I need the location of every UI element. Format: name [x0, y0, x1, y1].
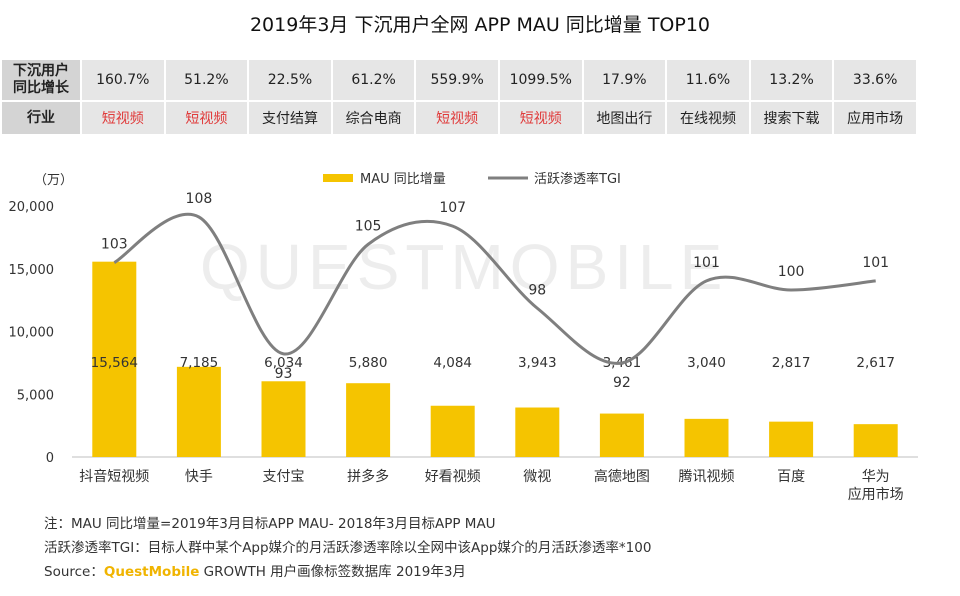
growth-row-header: 下沉用户 同比增长	[2, 60, 80, 100]
tgi-point-label: 105	[355, 218, 382, 234]
questmobile-watermark: QUESTMOBILE	[200, 231, 729, 303]
tgi-point-label: 108	[186, 191, 213, 207]
growth-cell: 160.7%	[82, 60, 164, 100]
industry-cell: 地图出行	[583, 102, 666, 134]
industry-cell: 短视频	[499, 102, 582, 134]
growth-cell: 17.9%	[583, 60, 666, 100]
tgi-point-label: 100	[778, 264, 805, 280]
bar-value-label: 2,617	[856, 355, 895, 371]
growth-cell: 61.2%	[332, 60, 415, 100]
tgi-point-label: 101	[862, 255, 889, 271]
bar-value-label: 7,185	[180, 355, 219, 371]
legend-bar-swatch	[323, 174, 353, 182]
bar	[92, 261, 137, 457]
note-tgi-definition: 活跃渗透率TGI：目标人群中某个App媒介的月活跃渗透率除以全网中该App媒介的…	[44, 540, 652, 556]
source-rest: GROWTH 用户画像标签数据库 2019年3月	[199, 564, 466, 580]
y-tick-label: 5,000	[17, 388, 54, 403]
industry-cell: 搜索下载	[750, 102, 833, 134]
source-brand: QuestMobile	[103, 564, 200, 580]
growth-header-label: 下沉用户 同比增长	[13, 63, 69, 96]
tgi-point-label: 98	[528, 282, 546, 298]
bar-value-label: 3,040	[687, 355, 726, 371]
industry-cell: 短视频	[416, 102, 498, 134]
bar	[684, 418, 729, 457]
industry-cell: 在线视频	[667, 102, 749, 134]
tgi-point-label: 101	[693, 255, 720, 271]
y-axis-unit: （万）	[34, 173, 73, 188]
y-tick-label: 20,000	[9, 200, 55, 215]
x-tick-label: 快手	[185, 469, 213, 485]
x-tick-label: 拼多多	[347, 468, 389, 485]
x-tick-label: 抖音短视频	[79, 468, 149, 485]
source-prefix: Source：	[44, 564, 104, 580]
tgi-line	[113, 212, 876, 365]
bar-value-label: 15,564	[91, 355, 138, 371]
tgi-point-label: 92	[613, 375, 631, 391]
growth-cell: 22.5%	[249, 60, 331, 100]
industry-row-header: 行业	[2, 102, 80, 134]
tgi-point-label: 103	[101, 237, 128, 253]
growth-cell: 559.9%	[416, 60, 498, 100]
x-tick-label: 腾讯视频	[679, 468, 735, 485]
x-tick-label: 好看视频	[425, 469, 481, 485]
bar	[515, 407, 560, 457]
x-tick-label: 高德地图	[594, 468, 650, 485]
note-mau-definition: 注：MAU 同比增量=2019年3月目标APP MAU- 2018年3月目标AP…	[44, 516, 496, 532]
industry-cell: 短视频	[82, 102, 164, 134]
bar	[599, 413, 644, 457]
growth-cell: 33.6%	[834, 60, 916, 100]
bar	[346, 383, 391, 457]
growth-cell: 11.6%	[667, 60, 749, 100]
x-tick-label: 华为	[862, 469, 890, 485]
industry-cell: 短视频	[165, 102, 248, 134]
growth-cell: 51.2%	[165, 60, 248, 100]
x-tick-label: 支付宝	[263, 469, 305, 485]
stats-table: 下沉用户 同比增长 160.7% 51.2% 22.5% 61.2% 559.9% 1099…	[0, 58, 918, 136]
bar	[430, 405, 475, 457]
industry-cell: 支付结算	[249, 102, 331, 134]
industry-cell: 应用市场	[834, 102, 916, 134]
bar-value-label: 2,817	[772, 355, 811, 371]
legend-bar-label: MAU 同比增量	[360, 172, 446, 187]
legend-line-label: 活跃渗透率TGI	[534, 171, 621, 187]
growth-row: 下沉用户 同比增长 160.7% 51.2% 22.5% 61.2% 559.9% 1099…	[2, 60, 916, 100]
growth-cell: 1099.5%	[499, 60, 582, 100]
industry-cell: 综合电商	[332, 102, 415, 134]
chart-title: 2019年3月 下沉用户全网 APP MAU 同比增量 TOP10	[249, 14, 711, 36]
x-tick-label: 百度	[777, 469, 805, 485]
industry-row: 行业 短视频 短视频 支付结算 综合电商 短视频 短视频 地图出行 在线视频 搜索下载 应用市场	[2, 102, 916, 134]
bar-value-label: 5,880	[349, 355, 388, 371]
chart-area: （万） 0 5,000 10,000 15,000 20,000 MAU 同比增量 活跃渗透率…	[9, 171, 918, 503]
bar-value-label: 3,943	[518, 355, 557, 371]
bar-value-label: 6,034	[264, 355, 303, 371]
tgi-point-label: 107	[439, 200, 466, 216]
y-tick-label: 10,000	[9, 326, 55, 341]
bar-value-label: 4,084	[433, 355, 472, 371]
bar	[261, 381, 306, 457]
x-tick-label: 应用市场	[848, 486, 904, 503]
growth-cell: 13.2%	[750, 60, 833, 100]
y-tick-label: 15,000	[9, 263, 55, 278]
bar	[176, 366, 221, 457]
tgi-point-label: 93	[275, 366, 293, 382]
bar	[769, 421, 814, 457]
source-line: Source：QuestMobile GROWTH 用户画像标签数据库 2019…	[44, 560, 651, 584]
footnotes: 注：MAU 同比增量=2019年3月目标APP MAU- 2018年3月目标AP…	[44, 512, 651, 584]
bar	[853, 424, 898, 457]
y-tick-label: 0	[46, 451, 54, 466]
x-tick-label: 微视	[523, 469, 551, 485]
